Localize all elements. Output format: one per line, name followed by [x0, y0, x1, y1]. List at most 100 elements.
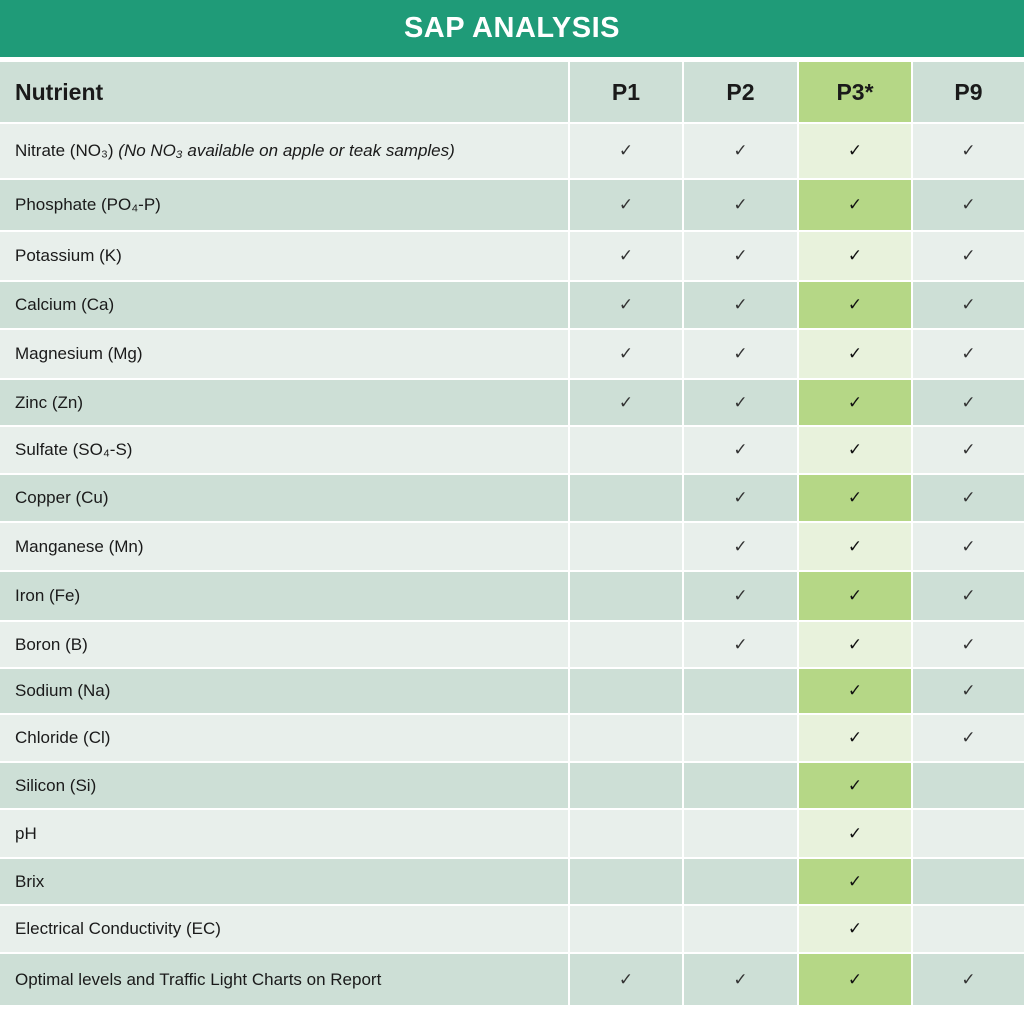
nutrient-name-cell: Magnesium (Mg): [0, 330, 570, 380]
cell-p2: ✓: [684, 427, 799, 475]
nutrient-name: Brix: [15, 871, 45, 891]
table-row: Chloride (Cl) ✓ ✓: [0, 715, 1024, 763]
checkmark-icon: ✓: [847, 246, 863, 265]
cell-p2: [684, 763, 799, 810]
cell-p3: ✓: [799, 380, 913, 427]
checkmark-icon: ✓: [961, 295, 976, 314]
checkmark-icon: ✓: [733, 440, 748, 459]
cell-p3: ✓: [799, 906, 913, 954]
cell-p2: ✓: [684, 523, 799, 572]
checkmark-icon: ✓: [733, 295, 748, 314]
table-row: Nitrate (NO₃) (No NO₃ available on apple…: [0, 124, 1024, 180]
checkmark-icon: ✓: [618, 969, 634, 989]
checkmark-icon: ✓: [961, 246, 976, 265]
cell-p3: ✓: [799, 232, 913, 282]
table-row: Silicon (Si) ✓: [0, 763, 1024, 810]
nutrient-name: Phosphate (PO₄-P): [15, 195, 161, 214]
cell-p9: ✓: [913, 232, 1024, 282]
checkmark-icon: ✓: [961, 634, 976, 654]
cell-p9: [913, 810, 1024, 859]
cell-p9: ✓: [913, 330, 1024, 380]
cell-p9: ✓: [913, 523, 1024, 572]
checkmark-icon: ✓: [847, 392, 863, 412]
cell-p2: ✓: [684, 954, 799, 1007]
nutrient-name: Potassium (K): [15, 246, 122, 265]
table-row: Phosphate (PO₄-P) ✓ ✓ ✓ ✓: [0, 180, 1024, 232]
checkmark-icon: ✓: [733, 634, 748, 654]
checkmark-icon: ✓: [847, 823, 863, 843]
table-row: Sodium (Na) ✓ ✓: [0, 669, 1024, 715]
nutrient-name: Chloride (Cl): [15, 728, 111, 747]
page-title: SAP ANALYSIS: [0, 0, 1024, 57]
nutrient-name: Boron (B): [15, 634, 88, 654]
nutrient-name: Manganese (Mn): [15, 536, 144, 556]
checkmark-icon: ✓: [847, 919, 863, 938]
checkmark-icon: ✓: [847, 586, 863, 605]
checkmark-icon: ✓: [847, 195, 863, 214]
checkmark-icon: ✓: [618, 392, 634, 412]
checkmark-icon: ✓: [847, 344, 863, 363]
cell-p2: ✓: [684, 475, 799, 523]
checkmark-icon: ✓: [961, 586, 976, 605]
cell-p2: ✓: [684, 124, 799, 180]
checkmark-icon: ✓: [847, 440, 863, 459]
cell-p3: ✓: [799, 715, 913, 763]
cell-p3: ✓: [799, 282, 913, 330]
checkmark-icon: ✓: [847, 728, 863, 747]
cell-p1: ✓: [570, 954, 684, 1007]
cell-p9: ✓: [913, 282, 1024, 330]
cell-p1: ✓: [570, 330, 684, 380]
nutrient-name: Electrical Conductivity (EC): [15, 919, 221, 938]
table-row: Manganese (Mn) ✓ ✓ ✓: [0, 523, 1024, 572]
cell-p3: ✓: [799, 475, 913, 523]
cell-p9: [913, 906, 1024, 954]
table-row: Electrical Conductivity (EC) ✓: [0, 906, 1024, 954]
nutrient-name-cell: Nitrate (NO₃) (No NO₃ available on apple…: [0, 124, 570, 180]
table-row: Copper (Cu) ✓ ✓ ✓: [0, 475, 1024, 523]
column-header-p9: P9: [913, 62, 1024, 124]
column-header-nutrient: Nutrient: [0, 62, 570, 124]
table-row: Optimal levels and Traffic Light Charts …: [0, 954, 1024, 1007]
checkmark-icon: ✓: [618, 295, 634, 314]
checkmark-icon: ✓: [847, 969, 863, 989]
nutrient-name: Zinc (Zn): [15, 392, 83, 412]
cell-p2: [684, 669, 799, 715]
table-header-row: Nutrient P1 P2 P3* P9: [0, 62, 1024, 124]
cell-p2: [684, 859, 799, 906]
table-row: Iron (Fe) ✓ ✓ ✓: [0, 572, 1024, 622]
nutrient-name: pH: [15, 823, 37, 843]
checkmark-icon: ✓: [733, 488, 748, 507]
cell-p2: ✓: [684, 180, 799, 232]
cell-p1: ✓: [570, 380, 684, 427]
cell-p9: ✓: [913, 622, 1024, 669]
table-row: Magnesium (Mg) ✓ ✓ ✓ ✓: [0, 330, 1024, 380]
nutrient-name: Copper (Cu): [15, 488, 109, 507]
cell-p9: ✓: [913, 715, 1024, 763]
checkmark-icon: ✓: [961, 536, 976, 556]
nutrient-name-cell: Boron (B): [0, 622, 570, 669]
cell-p1: [570, 427, 684, 475]
cell-p9: ✓: [913, 954, 1024, 1007]
table-row: Zinc (Zn) ✓ ✓ ✓ ✓: [0, 380, 1024, 427]
table-row: Sulfate (SO₄-S) ✓ ✓ ✓: [0, 427, 1024, 475]
nutrient-name: Sulfate (SO₄-S): [15, 440, 133, 459]
checkmark-icon: ✓: [847, 775, 863, 795]
checkmark-icon: ✓: [847, 295, 863, 314]
checkmark-icon: ✓: [733, 195, 748, 214]
nutrient-name-cell: Optimal levels and Traffic Light Charts …: [0, 954, 570, 1007]
cell-p3: ✓: [799, 859, 913, 906]
cell-p9: ✓: [913, 572, 1024, 622]
checkmark-icon: ✓: [733, 969, 748, 989]
cell-p1: [570, 669, 684, 715]
cell-p3: ✓: [799, 180, 913, 232]
nutrient-name: Calcium (Ca): [15, 295, 115, 314]
cell-p3: ✓: [799, 810, 913, 859]
checkmark-icon: ✓: [847, 681, 863, 700]
cell-p3: ✓: [799, 622, 913, 669]
checkmark-icon: ✓: [961, 728, 976, 747]
cell-p2: ✓: [684, 572, 799, 622]
nutrient-name-cell: Iron (Fe): [0, 572, 570, 622]
checkmark-icon: ✓: [961, 141, 976, 160]
nutrient-name-cell: Sulfate (SO₄-S): [0, 427, 570, 475]
cell-p9: ✓: [913, 427, 1024, 475]
